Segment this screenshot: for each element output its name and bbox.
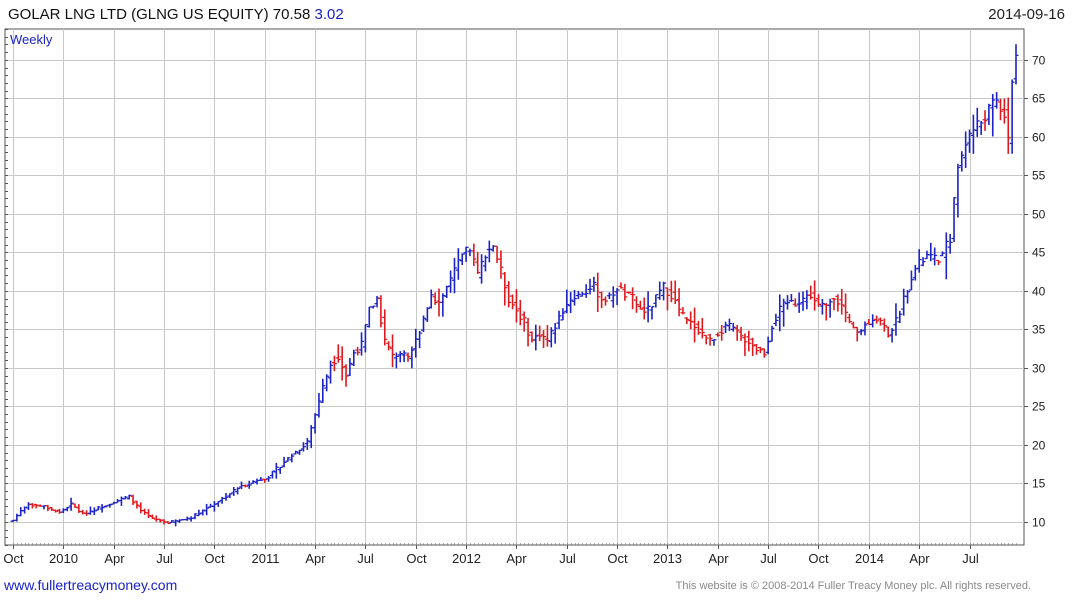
x-tick-label: Apr bbox=[305, 551, 326, 566]
x-tick-label: Oct bbox=[3, 551, 24, 566]
x-tick-label: Jul bbox=[357, 551, 374, 566]
periodicity-label: Weekly bbox=[10, 32, 53, 47]
x-tick-label: Jul bbox=[962, 551, 979, 566]
x-tick-label: Apr bbox=[909, 551, 930, 566]
website-link[interactable]: www.fullertreacymoney.com bbox=[4, 577, 178, 593]
x-tick-label: Oct bbox=[406, 551, 427, 566]
y-tick-label: 20 bbox=[1032, 439, 1046, 453]
y-tick-label: 70 bbox=[1032, 54, 1046, 68]
copyright-notice: This website is © 2008-2014 Fuller Treac… bbox=[675, 580, 1031, 592]
chart-header: GOLAR LNG LTD (GLNG US EQUITY) 70.58 3.0… bbox=[8, 6, 344, 23]
y-tick-label: 55 bbox=[1032, 169, 1046, 183]
x-tick-label: Jul bbox=[559, 551, 576, 566]
y-tick-label: 15 bbox=[1032, 477, 1046, 491]
chart-date: 2014-09-16 bbox=[988, 6, 1065, 23]
x-tick-label: Oct bbox=[204, 551, 225, 566]
y-tick-label: 50 bbox=[1032, 208, 1046, 222]
x-tick-label: 2013 bbox=[653, 551, 682, 566]
plot-frame bbox=[4, 28, 1025, 546]
x-tick-label: Oct bbox=[808, 551, 829, 566]
y-tick-label: 60 bbox=[1032, 131, 1046, 145]
x-tick-label: 2010 bbox=[49, 551, 78, 566]
y-tick-label: 25 bbox=[1032, 400, 1046, 414]
x-tick-label: 2014 bbox=[855, 551, 884, 566]
y-tick-label: 30 bbox=[1032, 362, 1046, 376]
x-tick-label: Apr bbox=[708, 551, 729, 566]
chart-title: GOLAR LNG LTD (GLNG US EQUITY) 70.58 bbox=[8, 6, 311, 23]
x-tick-label: Apr bbox=[104, 551, 125, 566]
x-tick-label: 2011 bbox=[252, 551, 280, 566]
y-tick-label: 45 bbox=[1032, 246, 1046, 260]
y-tick-label: 40 bbox=[1032, 285, 1046, 299]
y-tick-label: 35 bbox=[1032, 323, 1046, 337]
y-tick-label: 10 bbox=[1032, 516, 1046, 530]
x-tick-label: 2012 bbox=[452, 551, 481, 566]
x-tick-label: Oct bbox=[607, 551, 628, 566]
price-change: 3.02 bbox=[314, 6, 344, 23]
x-tick-label: Apr bbox=[506, 551, 527, 566]
x-tick-label: Jul bbox=[760, 551, 777, 566]
y-tick-label: 65 bbox=[1032, 92, 1046, 106]
x-tick-label: Jul bbox=[156, 551, 173, 566]
